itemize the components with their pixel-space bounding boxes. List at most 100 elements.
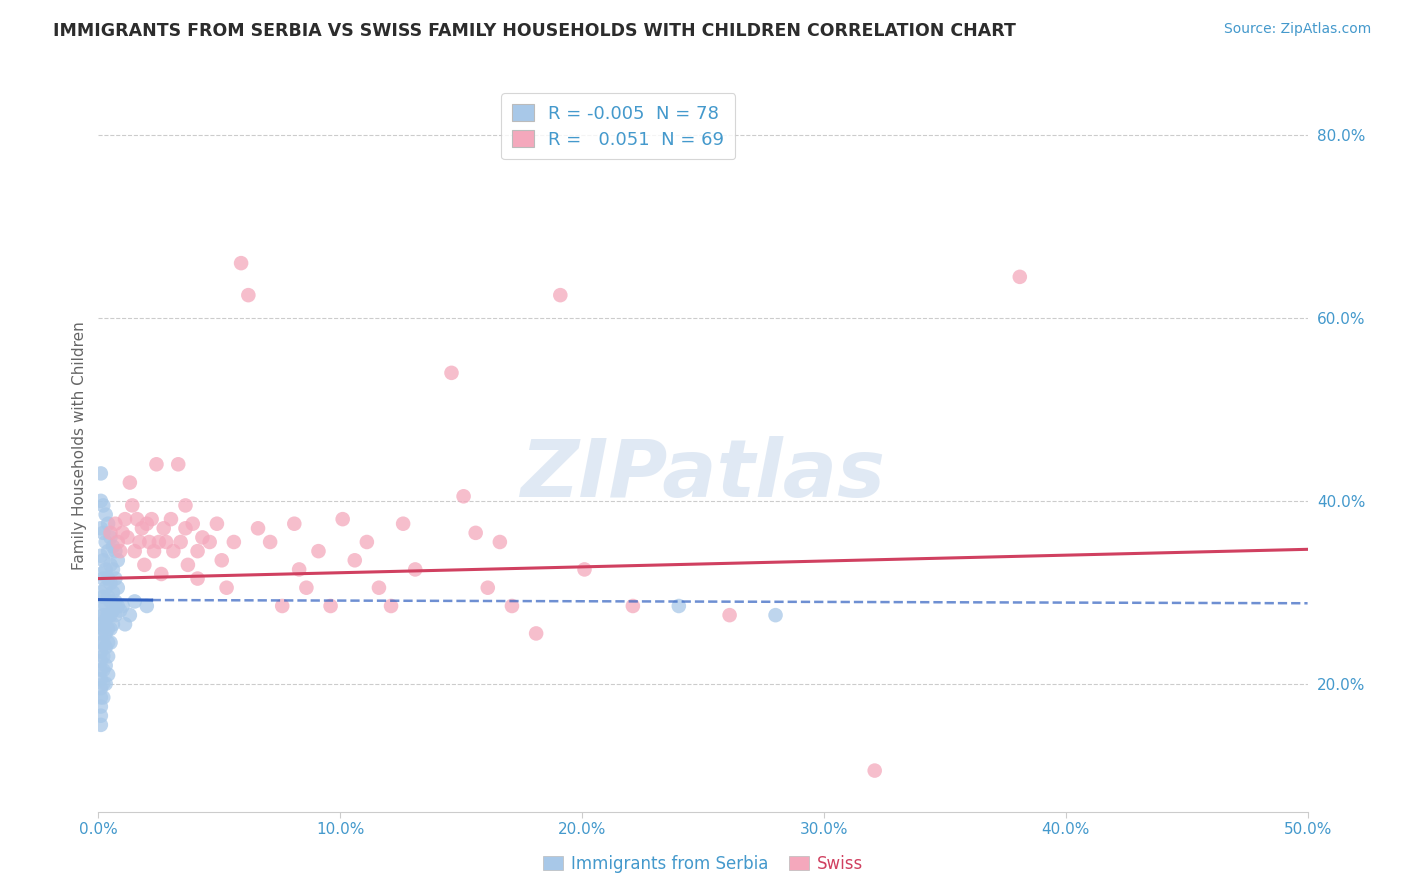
- Point: [90, 654, 112, 668]
- Point: [440, 366, 463, 380]
- Point: [107, 535, 129, 549]
- Point: [135, 599, 157, 613]
- Point: [229, 256, 252, 270]
- Point: [368, 581, 391, 595]
- Point: [1008, 269, 1031, 284]
- Point: [97, 635, 120, 649]
- Point: [177, 558, 200, 572]
- Point: [101, 617, 124, 632]
- Text: ZIPatlas: ZIPatlas: [520, 436, 886, 515]
- Point: [222, 535, 245, 549]
- Point: [91, 690, 114, 705]
- Legend: R = -0.005  N = 78, R =   0.051  N = 69: R = -0.005 N = 78, R = 0.051 N = 69: [502, 93, 735, 160]
- Point: [100, 635, 122, 649]
- Point: [121, 499, 143, 513]
- Point: [111, 525, 134, 540]
- Point: [90, 567, 112, 582]
- Point: [356, 535, 378, 549]
- Point: [114, 617, 136, 632]
- Point: [863, 764, 886, 778]
- Point: [464, 525, 486, 540]
- Point: [174, 521, 197, 535]
- Point: [211, 553, 233, 567]
- Point: [94, 613, 117, 627]
- Point: [169, 535, 191, 549]
- Point: [308, 544, 330, 558]
- Y-axis label: Family Households with Children: Family Households with Children: [72, 322, 87, 570]
- Point: [621, 599, 644, 613]
- Point: [118, 475, 141, 490]
- Point: [97, 516, 120, 531]
- Point: [108, 544, 131, 558]
- Point: [150, 567, 173, 582]
- Point: [668, 599, 690, 613]
- Point: [91, 649, 114, 664]
- Point: [100, 525, 122, 540]
- Point: [524, 626, 547, 640]
- Point: [117, 530, 139, 544]
- Point: [145, 457, 167, 471]
- Point: [191, 530, 214, 544]
- Point: [90, 672, 112, 686]
- Point: [90, 690, 112, 705]
- Point: [97, 622, 120, 636]
- Point: [104, 572, 127, 586]
- Point: [97, 608, 120, 623]
- Point: [124, 544, 146, 558]
- Point: [108, 603, 131, 617]
- Point: [152, 521, 174, 535]
- Point: [111, 599, 134, 613]
- Point: [118, 608, 141, 623]
- Point: [91, 499, 114, 513]
- Point: [91, 525, 114, 540]
- Point: [380, 599, 402, 613]
- Point: [90, 718, 112, 732]
- Point: [181, 516, 204, 531]
- Point: [271, 599, 294, 613]
- Point: [104, 608, 127, 623]
- Point: [97, 544, 120, 558]
- Point: [155, 535, 177, 549]
- Point: [160, 512, 183, 526]
- Point: [100, 594, 122, 608]
- Text: IMMIGRANTS FROM SERBIA VS SWISS FAMILY HOUSEHOLDS WITH CHILDREN CORRELATION CHAR: IMMIGRANTS FROM SERBIA VS SWISS FAMILY H…: [53, 22, 1017, 40]
- Point: [104, 516, 127, 531]
- Point: [107, 581, 129, 595]
- Point: [319, 599, 342, 613]
- Point: [574, 562, 596, 576]
- Point: [550, 288, 572, 302]
- Point: [205, 516, 228, 531]
- Point: [91, 572, 114, 586]
- Point: [91, 608, 114, 623]
- Point: [114, 512, 136, 526]
- Point: [90, 549, 112, 563]
- Text: Source: ZipAtlas.com: Source: ZipAtlas.com: [1223, 22, 1371, 37]
- Point: [90, 613, 112, 627]
- Point: [288, 562, 311, 576]
- Point: [91, 553, 114, 567]
- Point: [162, 544, 184, 558]
- Point: [215, 581, 238, 595]
- Point: [94, 581, 117, 595]
- Point: [104, 544, 127, 558]
- Point: [90, 585, 112, 599]
- Point: [90, 681, 112, 696]
- Point: [404, 562, 426, 576]
- Point: [100, 576, 122, 591]
- Point: [90, 645, 112, 659]
- Point: [718, 608, 741, 623]
- Legend: Immigrants from Serbia, Swiss: Immigrants from Serbia, Swiss: [536, 848, 870, 880]
- Point: [101, 562, 124, 576]
- Point: [143, 544, 166, 558]
- Point: [238, 288, 260, 302]
- Point: [94, 599, 117, 613]
- Point: [101, 585, 124, 599]
- Point: [91, 676, 114, 690]
- Point: [90, 521, 112, 535]
- Point: [94, 508, 117, 522]
- Point: [107, 599, 129, 613]
- Point: [295, 581, 318, 595]
- Point: [90, 699, 112, 714]
- Point: [501, 599, 523, 613]
- Point: [283, 516, 305, 531]
